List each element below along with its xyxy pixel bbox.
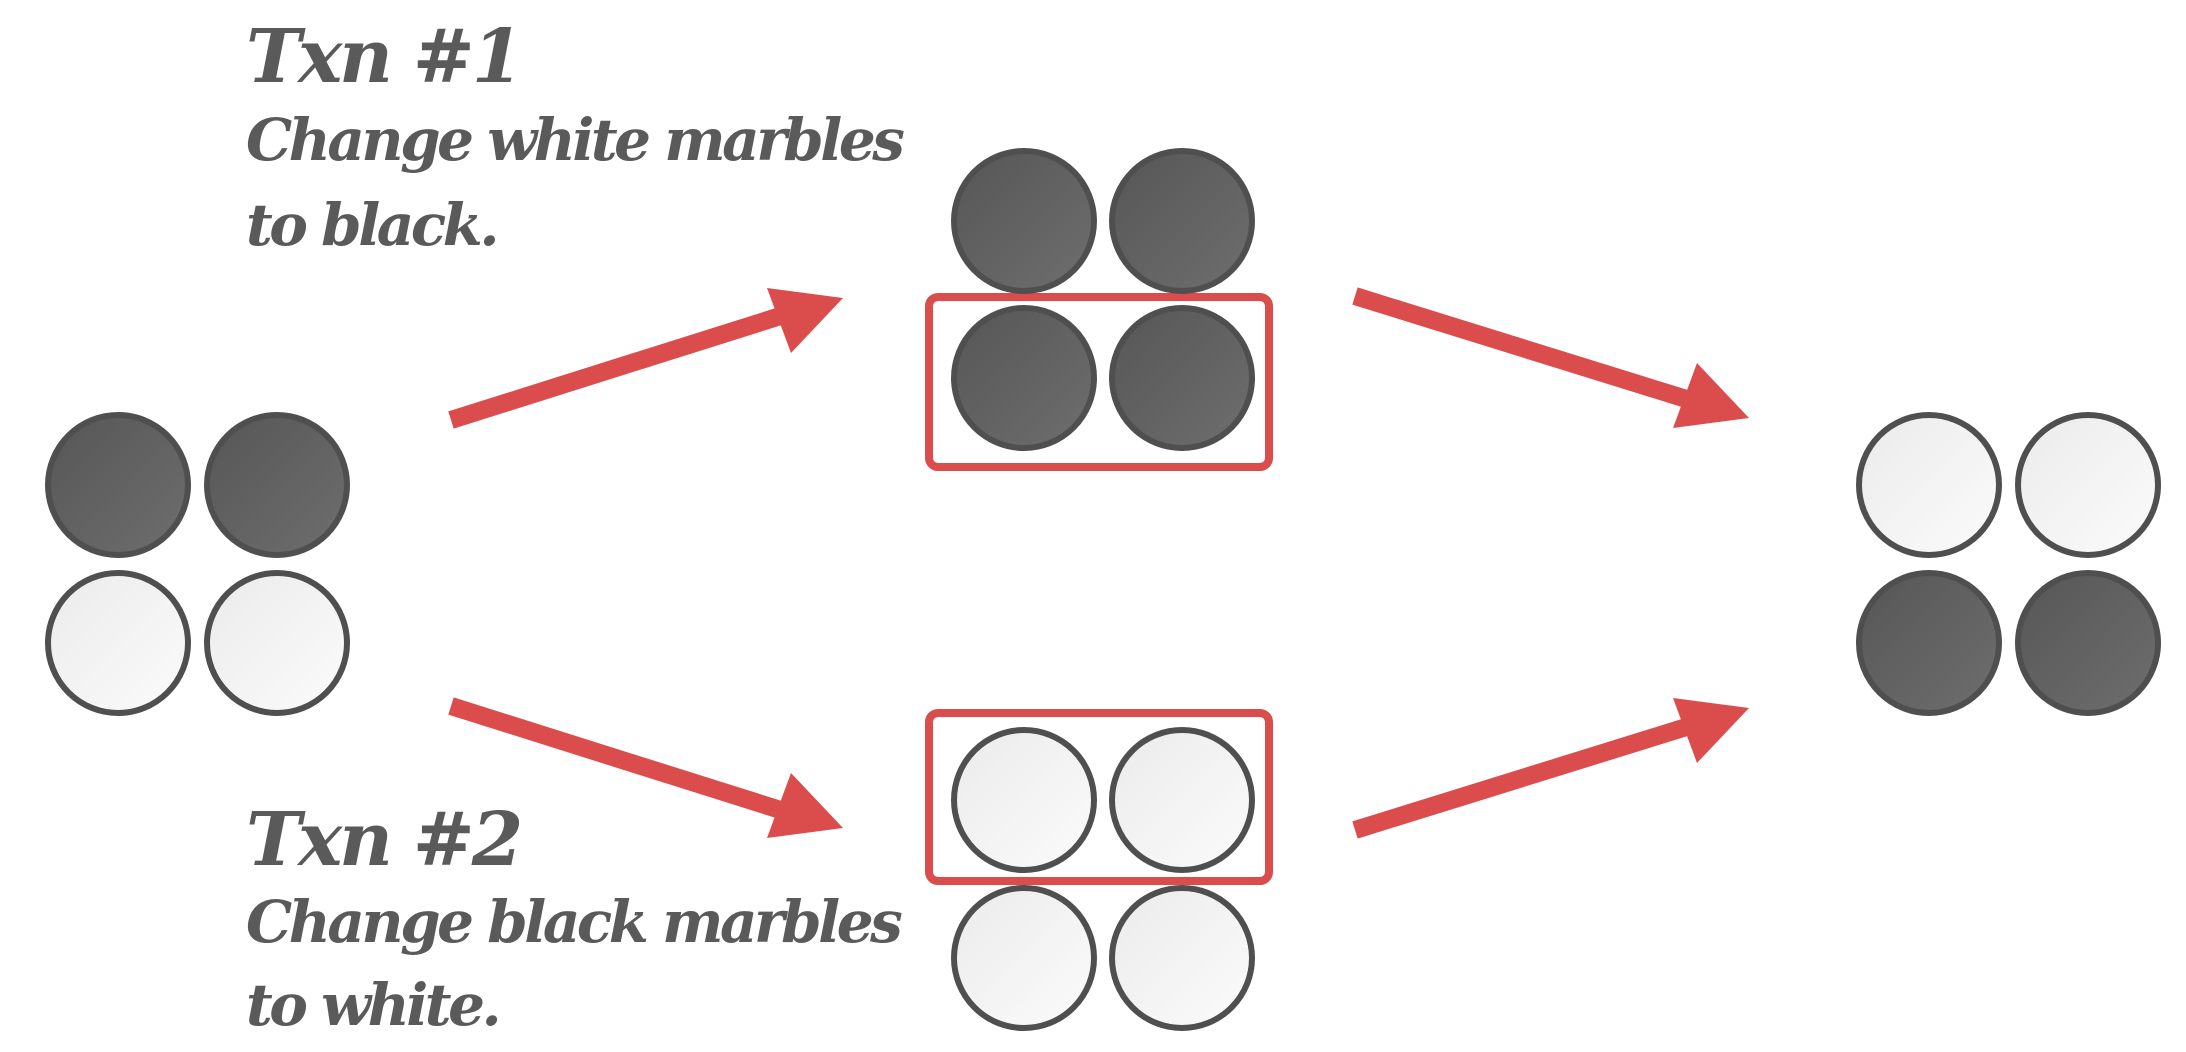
white-marble bbox=[951, 885, 1097, 1031]
black-marble bbox=[45, 412, 191, 558]
black-marble bbox=[1109, 148, 1255, 294]
txn2-selection-box bbox=[925, 709, 1273, 885]
white-marble bbox=[204, 570, 350, 716]
black-marble bbox=[1109, 305, 1255, 451]
txn1-description-line: to black. bbox=[246, 191, 496, 259]
black-marble bbox=[951, 305, 1097, 451]
txn2-description-line: Change black marbles bbox=[246, 888, 902, 956]
black-marble bbox=[2015, 570, 2161, 716]
black-marble bbox=[951, 148, 1097, 294]
arrow-txn2-to-final bbox=[1352, 698, 1749, 839]
white-marble bbox=[1109, 885, 1255, 1031]
white-marble bbox=[1109, 727, 1255, 873]
txn1-selection-box bbox=[925, 293, 1273, 471]
white-marble bbox=[951, 727, 1097, 873]
arrow-initial-to-txn1 bbox=[448, 288, 843, 429]
white-marble bbox=[1856, 412, 2002, 558]
initial-marble-group bbox=[45, 412, 350, 716]
txn2-label: Txn #2 Change black marbles to white. bbox=[246, 797, 906, 1039]
txn1-description-line: Change white marbles bbox=[246, 106, 904, 174]
final-marble-group bbox=[1856, 412, 2161, 716]
txn1-label: Txn #1 Change white marbles to black. bbox=[246, 14, 908, 259]
txn2-title: Txn #2 bbox=[246, 797, 521, 883]
white-marble bbox=[2015, 412, 2161, 558]
white-marble bbox=[45, 570, 191, 716]
txn1-title: Txn #1 bbox=[246, 14, 520, 100]
arrow-initial-to-txn2 bbox=[448, 697, 843, 838]
txn2-marble-group bbox=[951, 727, 1255, 1031]
txn1-marble-group bbox=[951, 148, 1255, 451]
arrow-txn1-to-final bbox=[1352, 287, 1749, 428]
black-marble bbox=[1856, 570, 2002, 716]
txn2-description-line: to white. bbox=[246, 971, 498, 1039]
black-marble bbox=[204, 412, 350, 558]
